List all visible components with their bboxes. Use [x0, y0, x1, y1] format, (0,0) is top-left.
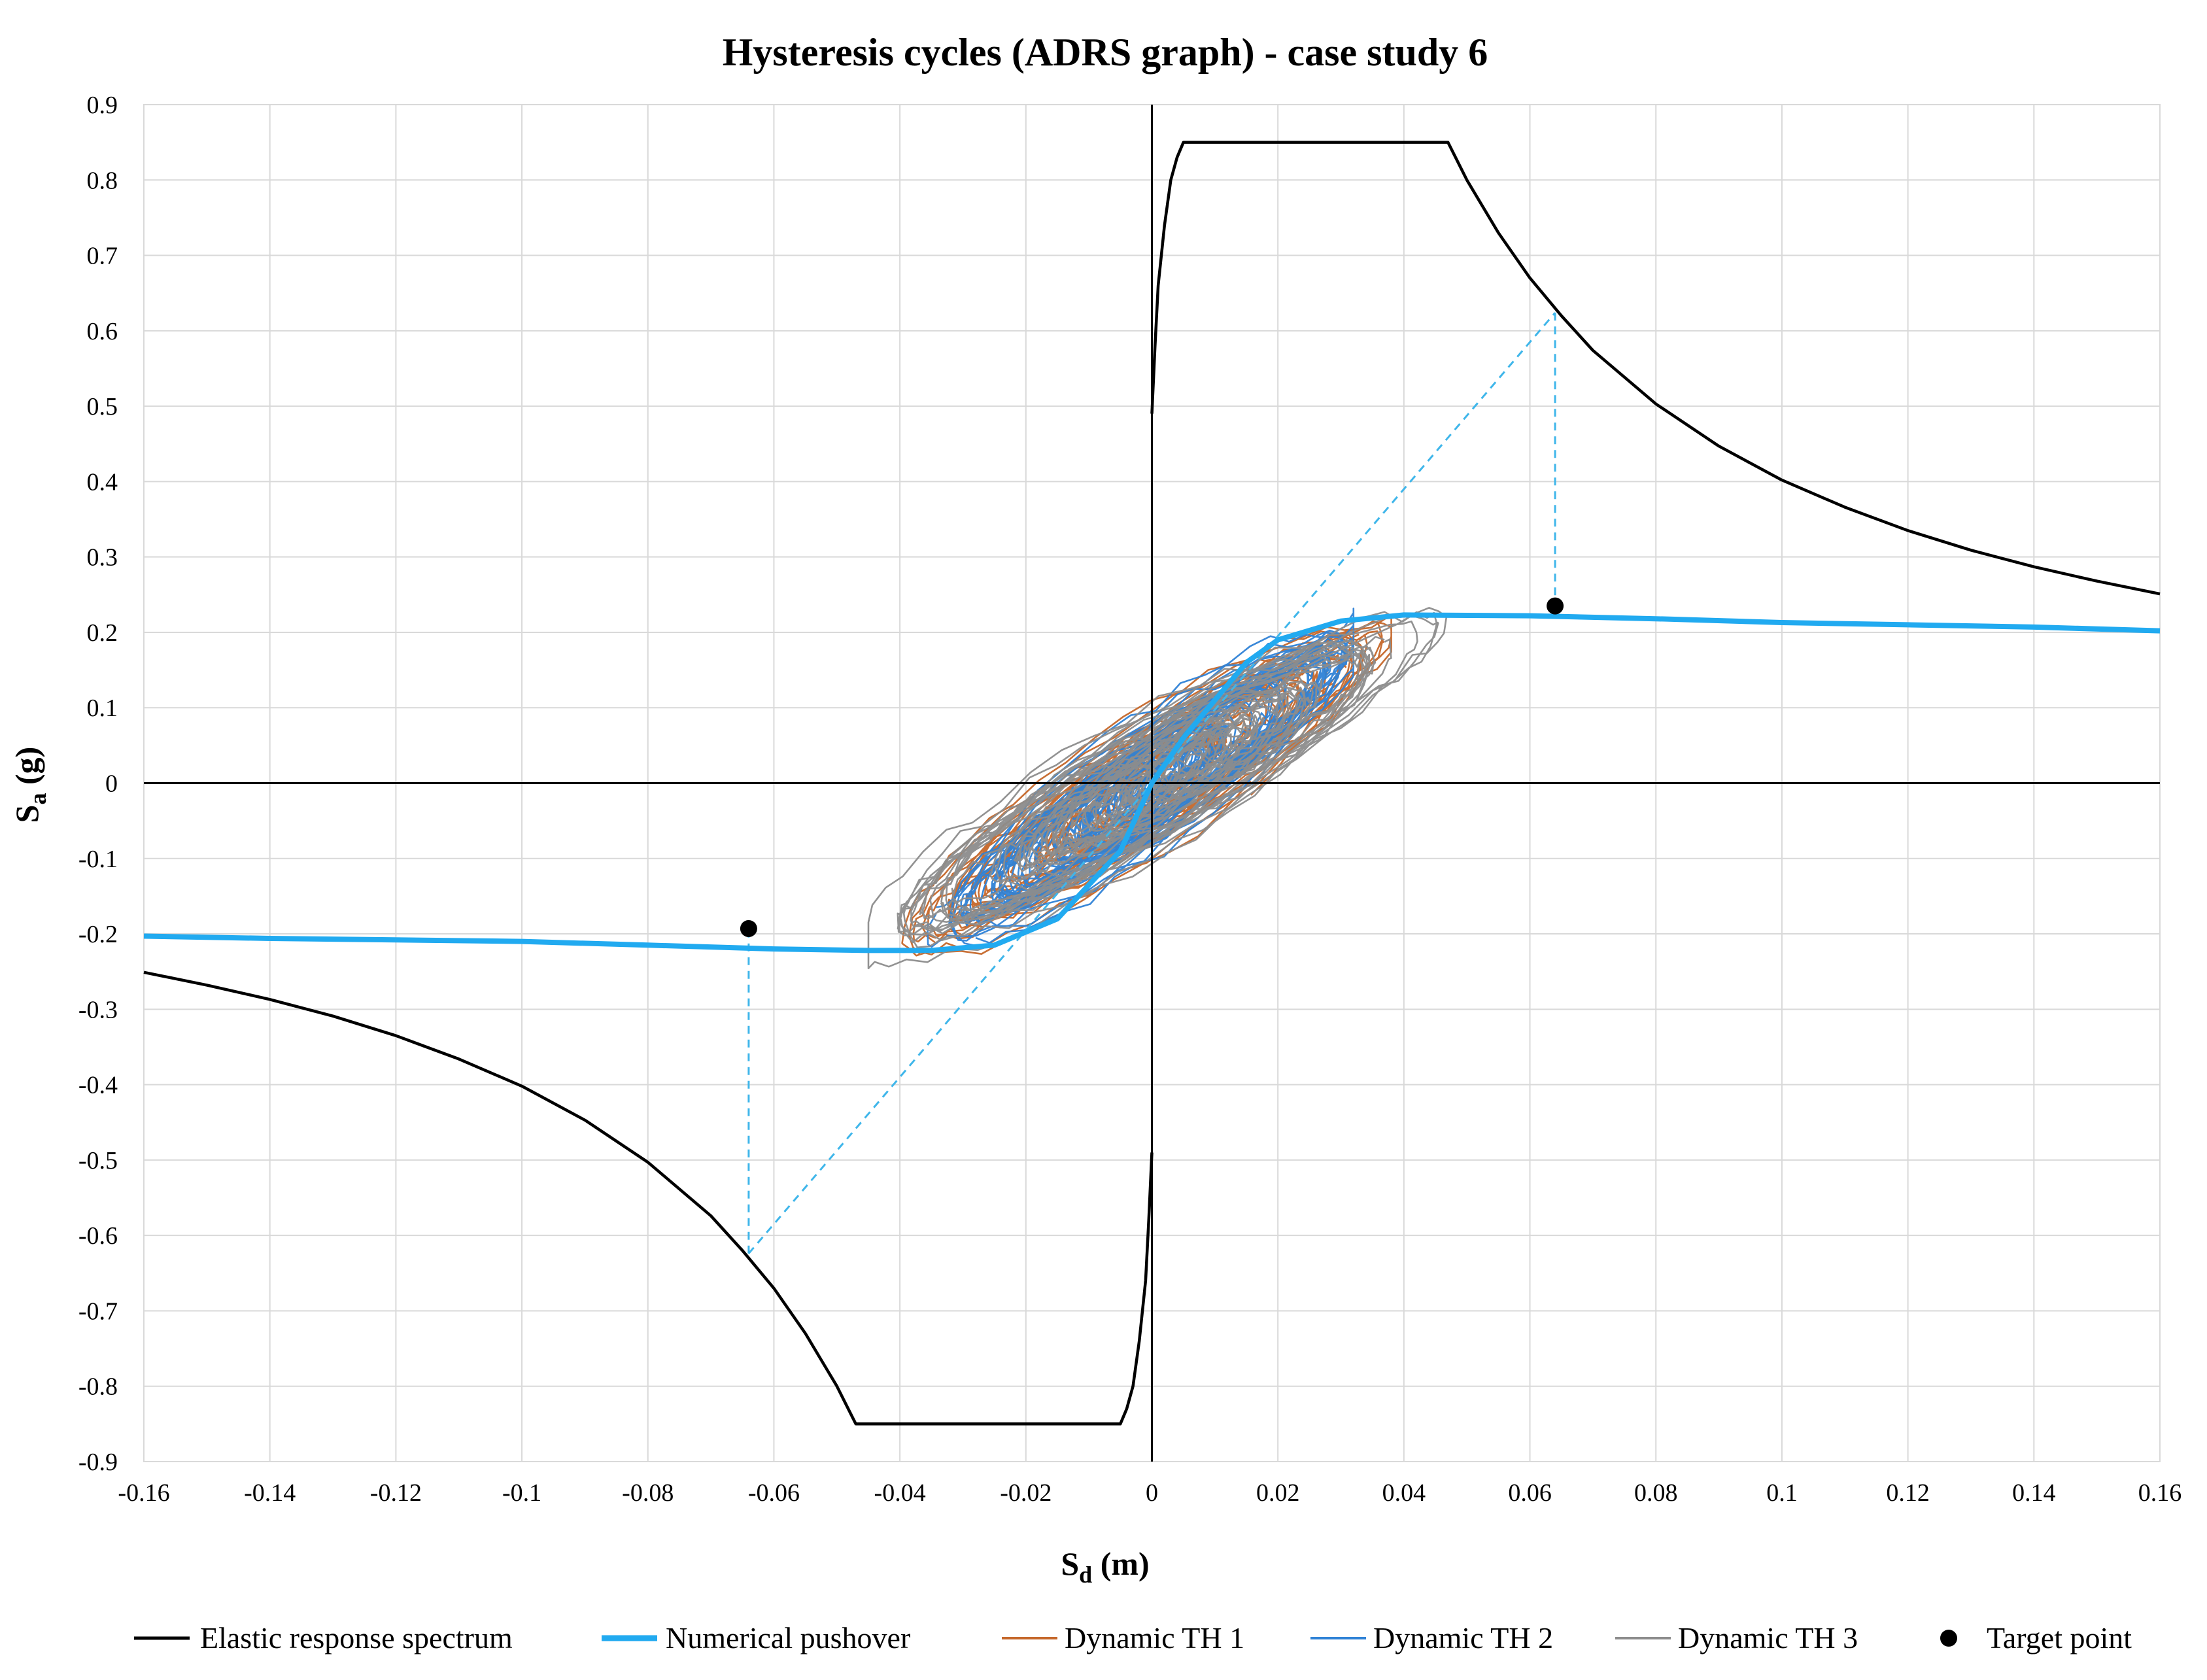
y-axis-title-sub: a: [25, 793, 51, 805]
legend-label-elastic-response-spectrum: Elastic response spectrum: [200, 1621, 513, 1654]
legend-swatch-target-point: [1940, 1630, 1957, 1647]
dynamic-th-3-loops: [867, 607, 1448, 970]
x-tick-label: 0: [1146, 1479, 1158, 1507]
legend-label-target-point: Target point: [1987, 1621, 2132, 1654]
legend-item-dynamic-th-1: Dynamic TH 1: [1002, 1621, 1244, 1654]
target-point-marker: [740, 919, 757, 937]
elastic-spectrum-negative-line: [143, 970, 1154, 1426]
legend-item-dynamic-th-2: Dynamic TH 2: [1310, 1621, 1553, 1654]
y-tick-label: 0: [105, 770, 118, 798]
x-tick-label: -0.04: [874, 1479, 926, 1507]
y-tick-label: 0.8: [87, 167, 118, 194]
x-axis-title-main: S: [1061, 1545, 1079, 1582]
y-tick-label: -0.1: [78, 846, 118, 873]
y-tick-label: -0.4: [78, 1072, 118, 1099]
plot-area: [143, 105, 2161, 1462]
x-tick-label: 0.06: [1508, 1479, 1552, 1507]
y-axis-title-unit: (g): [9, 747, 45, 793]
y-tick-label: 0.9: [87, 92, 118, 119]
x-axis-title-unit: (m): [1092, 1545, 1149, 1582]
y-tick-label: 0.1: [87, 694, 118, 722]
y-tick-label: 0.5: [87, 393, 118, 420]
x-tick-label: 0.16: [2138, 1479, 2182, 1507]
x-tick-label: 0.14: [2012, 1479, 2056, 1507]
x-axis-ticks: -0.16 -0.14 -0.12 -0.1 -0.08 -0.06 -0.04 -0.02 0…: [118, 1479, 2181, 1507]
x-tick-label: -0.02: [1000, 1479, 1052, 1507]
x-tick-label: -0.12: [370, 1479, 422, 1507]
y-tick-label: 0.4: [87, 468, 118, 496]
legend: Elastic response spectrum Numerical push…: [134, 1621, 2132, 1654]
target-point-marker: [1547, 597, 1564, 615]
x-tick-label: -0.06: [748, 1479, 800, 1507]
legend-item-target-point: Target point: [1940, 1621, 2132, 1654]
x-tick-label: 0.12: [1886, 1479, 1930, 1507]
legend-item-elastic-response-spectrum: Elastic response spectrum: [134, 1621, 513, 1654]
legend-label-dynamic-th-3: Dynamic TH 3: [1678, 1621, 1858, 1654]
elastic-spectrum-positive-line: [1150, 141, 2161, 596]
y-tick-label: -0.6: [78, 1222, 118, 1250]
y-axis-ticks: 0.9 0.8 0.7 0.6 0.5 0.4 0.3 0.2 0.1 0 -0.1 -0.2 -0.3…: [78, 92, 118, 1476]
y-tick-label: -0.3: [78, 996, 118, 1023]
y-tick-label: -0.7: [78, 1297, 118, 1325]
x-tick-label: -0.14: [244, 1479, 296, 1507]
x-tick-label: 0.04: [1382, 1479, 1426, 1507]
dynamic-th-3-series: [867, 607, 1448, 970]
y-tick-label: 0.6: [87, 318, 118, 345]
legend-item-numerical-pushover: Numerical pushover: [602, 1621, 910, 1654]
x-tick-label: -0.1: [502, 1479, 541, 1507]
y-tick-label: 0.3: [87, 544, 118, 572]
chart-title: Hysteresis cycles (ADRS graph) - case st…: [723, 31, 1488, 74]
x-axis-title: Sd (m): [1061, 1545, 1149, 1588]
x-tick-label: -0.08: [622, 1479, 674, 1507]
x-tick-label: 0.02: [1256, 1479, 1300, 1507]
y-tick-label: -0.5: [78, 1147, 118, 1174]
y-tick-label: 0.7: [87, 243, 118, 270]
y-axis-title-main: S: [9, 805, 45, 823]
x-axis-title-sub: d: [1079, 1562, 1092, 1588]
y-axis-title: Sa (g): [9, 747, 51, 823]
legend-label-dynamic-th-2: Dynamic TH 2: [1373, 1621, 1553, 1654]
y-tick-label: -0.9: [78, 1449, 118, 1476]
legend-label-dynamic-th-1: Dynamic TH 1: [1065, 1621, 1244, 1654]
y-tick-label: -0.8: [78, 1373, 118, 1401]
y-tick-label: 0.2: [87, 619, 118, 647]
x-tick-label: -0.16: [118, 1479, 169, 1507]
x-tick-label: 0.08: [1634, 1479, 1678, 1507]
x-tick-label: 0.1: [1766, 1479, 1798, 1507]
legend-item-dynamic-th-3: Dynamic TH 3: [1615, 1621, 1858, 1654]
legend-label-numerical-pushover: Numerical pushover: [666, 1621, 910, 1654]
numerical-pushover-line: [143, 612, 2161, 953]
y-tick-label: -0.2: [78, 921, 118, 948]
